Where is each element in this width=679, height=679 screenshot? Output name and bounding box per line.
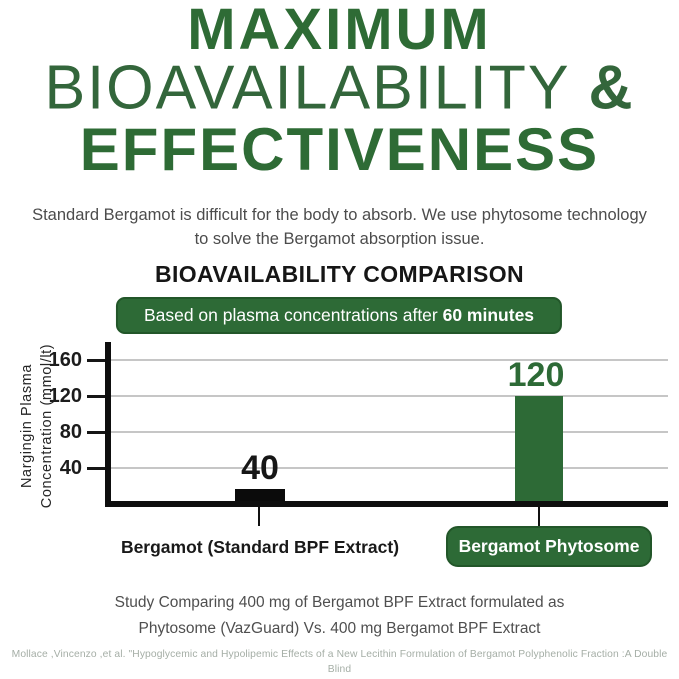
x-tick-standard	[258, 507, 260, 526]
badge-text: Based on plasma concentrations after	[143, 305, 443, 325]
comparison-badge: Based on plasma concentrations after 60 …	[115, 297, 563, 334]
intro-line-2: to solve the Bergamot absorption issue.	[194, 230, 485, 248]
y-axis-line	[105, 342, 111, 507]
category-label-standard: Bergamot (Standard BPF Extract)	[120, 537, 400, 557]
x-axis-line	[105, 501, 668, 507]
category-badge-phytosome: Bergamot Phytosome	[446, 526, 652, 567]
bar-value-standard: 40	[241, 449, 279, 487]
citation-line-1: Mollace ,Vincenzo ,et al. "Hypoglycemic …	[11, 649, 668, 675]
bar-standard-bpf	[235, 489, 285, 501]
gridline-160	[111, 359, 668, 361]
headline-bioavailability: BIOAVAILABILITY &	[0, 56, 679, 118]
study-note-line-2: Phytosome (VazGuard) Vs. 400 mg Bergamot…	[138, 620, 541, 637]
y-tick-label-80: 80	[59, 421, 82, 443]
badge-bold-text: 60 minutes	[442, 305, 535, 325]
bar-value-phytosome: 120	[507, 356, 565, 394]
headline-bioavailability-text: BIOAVAILABILITY	[44, 52, 589, 122]
study-note-line-1: Study Comparing 400 mg of Bergamot BPF E…	[114, 594, 565, 611]
study-note: Study Comparing 400 mg of Bergamot BPF E…	[0, 590, 679, 642]
y-tick-label-160: 160	[48, 349, 82, 371]
tick-mark-80	[87, 431, 106, 434]
tick-mark-120	[87, 395, 106, 398]
y-tick-label-120: 120	[48, 385, 82, 407]
intro-line-1: Standard Bergamot is difficult for the b…	[32, 206, 647, 224]
headline-maximum: MAXIMUM	[187, 0, 492, 62]
gridline-120	[111, 395, 668, 397]
gridline-40	[111, 467, 668, 469]
headline-ampersand: &	[588, 52, 635, 122]
y-tick-label-40: 40	[59, 457, 82, 479]
gridline-80	[111, 431, 668, 433]
headline-effectiveness: EFFECTIVENESS	[79, 116, 600, 183]
tick-mark-40	[87, 467, 106, 470]
comparison-heading: BIOAVAILABILITY COMPARISON	[154, 261, 525, 287]
citation: Mollace ,Vincenzo ,et al. "Hypoglycemic …	[0, 647, 679, 679]
intro-paragraph: Standard Bergamot is difficult for the b…	[0, 203, 679, 251]
bar-phytosome	[515, 396, 563, 501]
x-tick-phytosome	[538, 507, 540, 526]
tick-mark-160	[87, 359, 106, 362]
